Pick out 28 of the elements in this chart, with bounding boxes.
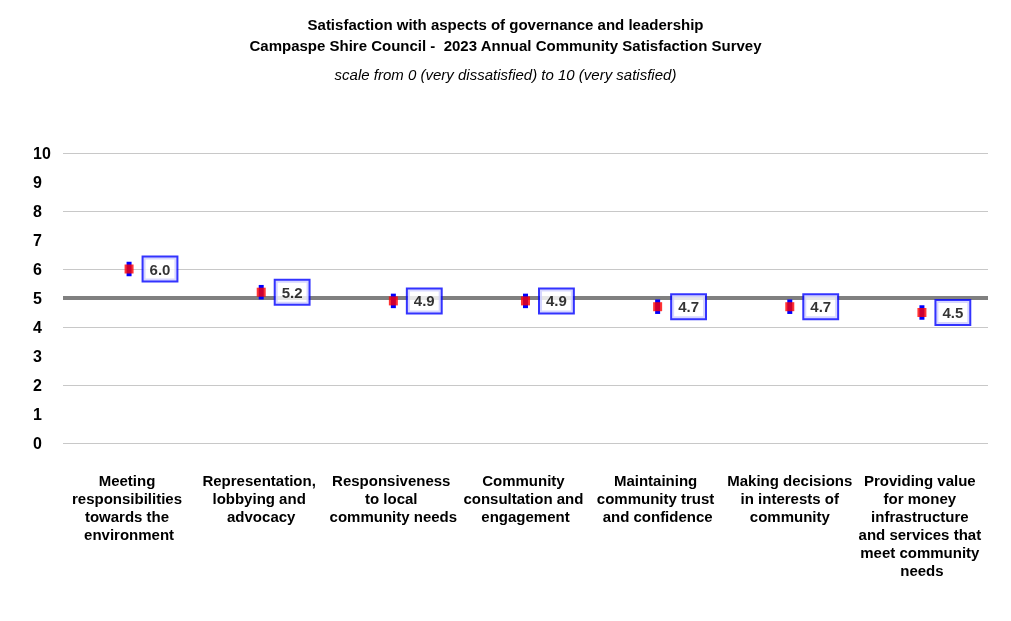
data-label: 4.7 <box>678 298 699 316</box>
x-tick-label: Community consultation and engagement <box>463 471 588 525</box>
data-label: 4.5 <box>942 304 964 321</box>
y-tick-label: 7 <box>33 231 42 249</box>
y-tick-label: 1 <box>33 405 42 423</box>
x-tick-label: Maintaining community trust and confidence <box>596 471 719 525</box>
data-label: 4.9 <box>546 292 567 310</box>
y-tick-label: 10 <box>33 144 51 162</box>
x-tick-label: Meeting responsibilities towards the environment <box>71 471 187 543</box>
data-label: 5.2 <box>281 283 303 301</box>
y-tick-label: 5 <box>33 289 42 307</box>
y-tick-label: 0 <box>33 434 42 452</box>
text: scale from 0 (very dissatisfied) to 10 (very satisfied) <box>334 66 677 83</box>
y-tick-label: 2 <box>33 376 42 394</box>
y-tick-label: 4 <box>33 318 42 336</box>
x-tick-label: Providing value for money infrastructure and services that meet community needs <box>858 471 986 579</box>
chart-title: Satisfaction with aspects of governance and leadership <box>307 16 704 33</box>
x-tick-label: Making decisions in interests of community <box>727 471 853 525</box>
chart-subtitle: Campaspe Shire Council - 2023 Annual Community Satisfaction Survey <box>249 37 763 54</box>
y-tick-label: 6 <box>33 260 42 278</box>
x-tick-label: Responsiveness to local community needs <box>329 471 458 525</box>
data-label: 6.0 <box>149 260 171 278</box>
data-label: 4.7 <box>810 298 832 316</box>
data-label: 4.9 <box>413 292 435 310</box>
y-tick-label: 8 <box>33 202 42 220</box>
y-tick-label: 9 <box>33 173 42 191</box>
y-tick-label: 3 <box>33 347 42 365</box>
x-tick-label: Representation, lobbying and advocacy <box>202 471 320 525</box>
